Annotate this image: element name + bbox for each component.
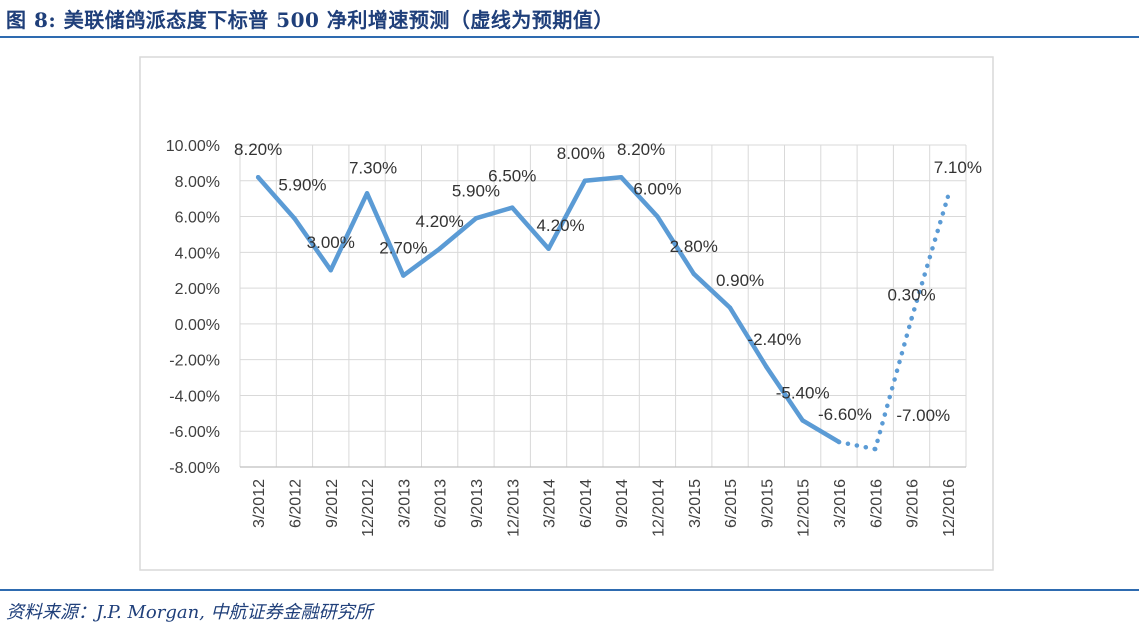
data-label: 7.30% [349,158,397,177]
data-label: -7.00% [896,406,950,425]
x-tick-label: 12/2013 [505,479,522,537]
data-label: 8.00% [557,144,605,163]
data-point [328,268,333,273]
data-point [292,216,297,221]
data-label: 0.30% [887,286,935,305]
data-label: -5.40% [776,383,830,402]
y-tick-label: 0.00% [175,317,220,334]
x-tick-label: 9/2016 [905,479,922,528]
data-label: -6.60% [818,405,872,424]
x-tick-label: 6/2016 [868,479,885,528]
x-tick-label: 12/2016 [941,479,958,537]
y-axis-ticks: 10.00% 8.00% 6.00% 4.00% 2.00% 0.00% -2.00% -4.… [166,138,220,477]
x-tick-label: 12/2015 [796,479,813,537]
grid-lines [239,144,967,468]
data-label: 7.10% [934,158,982,177]
data-label: 4.20% [536,216,584,235]
data-label: 2.70% [379,239,427,258]
figure-title: 图 8: 美联储鸽派态度下标普 500 净利增速预测（虚线为预期值） [6,8,614,32]
source-note: 资料来源：J.P. Morgan, 中航证券金融研究所 [6,602,373,623]
data-label: 8.20% [617,140,665,159]
data-point [582,178,588,183]
data-label: 6.50% [488,167,536,186]
x-tick-label: 6/2014 [578,479,595,528]
data-label: 5.90% [278,175,326,194]
x-tick-label: 9/2013 [469,479,486,528]
x-tick-label: 12/2014 [650,479,667,537]
x-tick-label: 3/2014 [542,479,559,528]
data-point [510,205,515,210]
data-point [655,214,660,219]
data-point [691,271,696,276]
x-axis-ticks: 3/2012 6/2012 9/2012 12/2012 3/2013 6/2013 9/2… [251,479,958,537]
data-labels: 8.20%5.90%3.00%7.30%2.70%4.20%5.90%6.50%… [234,140,982,425]
x-tick-label: 6/2015 [723,479,740,528]
y-tick-label: -6.00% [169,424,220,441]
x-tick-label: 9/2014 [614,479,631,528]
data-point [800,418,805,423]
series-line-forecast [836,194,951,452]
data-point [727,305,733,310]
data-point [909,316,914,321]
x-tick-label: 3/2013 [396,479,413,528]
y-tick-label: -4.00% [169,388,220,405]
data-point [364,191,370,196]
y-tick-label: 10.00% [166,138,220,155]
y-tick-label: 2.00% [175,281,220,298]
data-point [618,175,624,180]
x-tick-label: 6/2013 [433,479,450,528]
data-point [546,246,551,251]
x-tick-label: 6/2012 [287,479,304,528]
data-point [873,446,878,452]
data-point [473,216,479,221]
series-group [255,174,951,452]
x-tick-label: 3/2012 [251,479,268,528]
x-tick-label: 3/2016 [832,479,849,528]
data-point [255,175,261,180]
x-tick-label: 9/2012 [324,479,341,528]
bottom-rule [0,589,1139,591]
data-label: 2.80% [670,237,718,256]
data-label: 6.00% [633,180,681,199]
data-label: 4.20% [416,212,464,231]
y-tick-label: 8.00% [175,174,220,191]
data-label: 0.90% [716,271,764,290]
data-label: 3.00% [307,233,355,252]
data-label: 8.20% [234,140,282,159]
line-chart: 10.00% 8.00% 6.00% 4.00% 2.00% 0.00% -2.00% -4.… [139,56,994,571]
data-point [401,273,406,278]
data-label: 5.90% [452,181,500,200]
y-tick-label: -2.00% [169,353,220,370]
y-tick-label: 4.00% [175,245,220,262]
top-rule [0,36,1139,38]
data-point [437,246,442,251]
y-tick-label: 6.00% [175,210,220,227]
x-tick-label: 3/2015 [687,479,704,528]
data-label: -2.40% [747,330,801,349]
x-tick-label: 12/2012 [360,479,377,537]
data-point [764,364,769,370]
data-point [945,194,951,200]
y-tick-label: -8.00% [169,460,220,477]
data-point [836,439,842,445]
x-tick-label: 9/2015 [759,479,776,528]
